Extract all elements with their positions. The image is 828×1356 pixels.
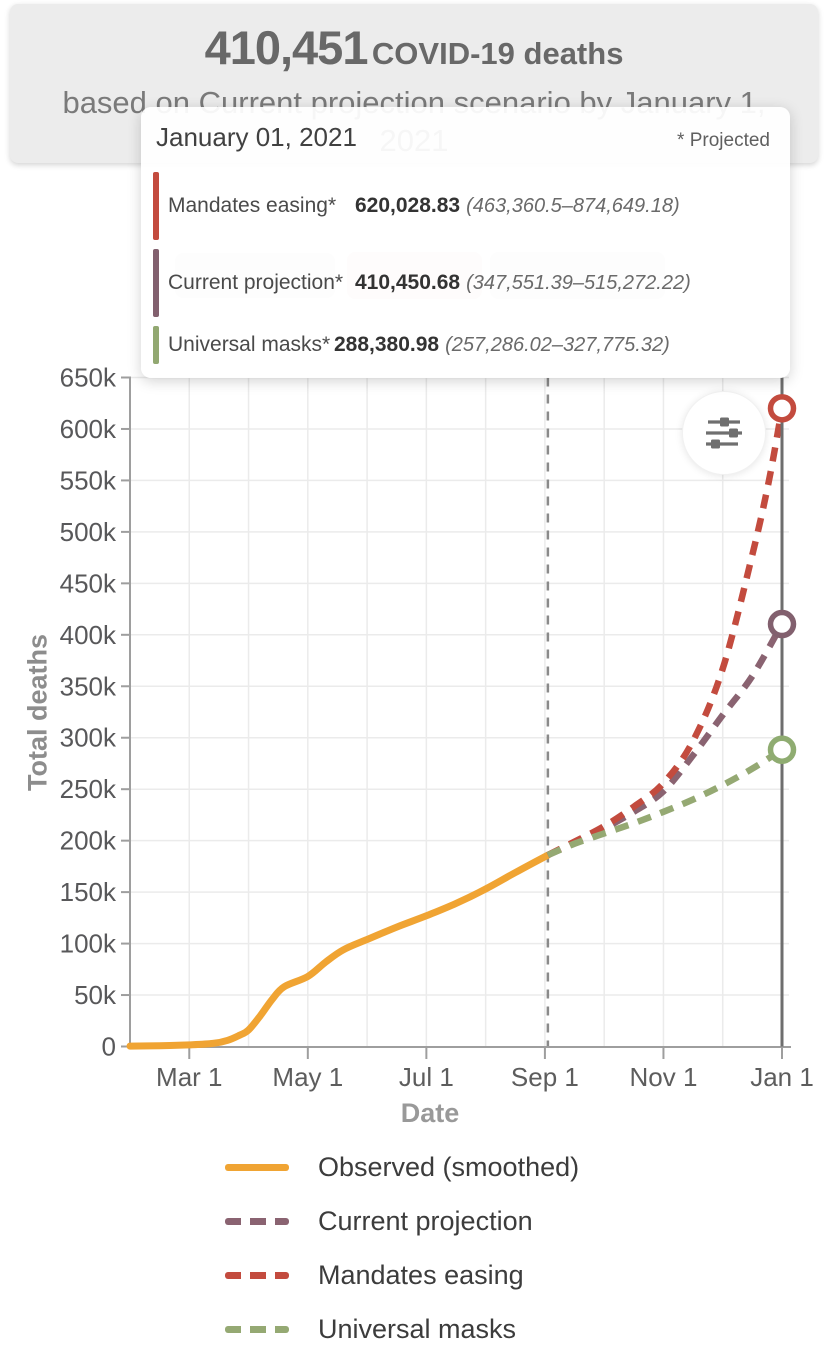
tooltip-row-current-projection: Current projection* 410,450.68 (347,551.… bbox=[153, 249, 770, 317]
legend-label: Observed (smoothed) bbox=[318, 1151, 580, 1182]
legend-label: Current projection bbox=[318, 1205, 533, 1236]
series-value: 620,028.83 bbox=[355, 194, 461, 217]
y-tick-label: 150k bbox=[60, 877, 117, 907]
legend-item-mandates-easing: Mandates easing bbox=[225, 1248, 579, 1302]
y-tick-label: 350k bbox=[60, 671, 117, 701]
legend-label: Mandates easing bbox=[318, 1259, 524, 1290]
y-axis-title: Total deaths bbox=[22, 633, 53, 792]
legend-swatch bbox=[225, 1217, 289, 1225]
series-color-bar bbox=[153, 172, 159, 240]
y-tick-label: 250k bbox=[60, 774, 117, 804]
y-tick-label: 450k bbox=[60, 568, 117, 598]
y-tick-label: 400k bbox=[60, 620, 117, 650]
y-tick-label: 550k bbox=[60, 465, 117, 495]
sliders-icon bbox=[706, 417, 742, 449]
legend-swatch bbox=[225, 1271, 289, 1279]
y-tick-label: 200k bbox=[60, 826, 117, 856]
x-tick-label: Sep 1 bbox=[511, 1062, 579, 1092]
legend-item-observed: Observed (smoothed) bbox=[225, 1140, 579, 1194]
end-marker-mandates-easing bbox=[767, 394, 797, 423]
x-tick-label: May 1 bbox=[272, 1062, 343, 1092]
y-tick-label: 600k bbox=[60, 414, 117, 444]
series-color-bar bbox=[153, 326, 159, 364]
series-line-observed-smoothed- bbox=[126, 851, 552, 1050]
legend-item-universal-masks: Universal masks bbox=[225, 1302, 579, 1356]
series-range: (347,551.39–515,272.22) bbox=[466, 271, 691, 294]
chart-settings-button[interactable] bbox=[682, 391, 766, 475]
y-tick-label: 50k bbox=[74, 980, 117, 1010]
header-title: 410,451 COVID-19 deaths bbox=[10, 20, 818, 75]
y-tick-label: 650k bbox=[60, 363, 117, 393]
series-value: 288,380.98 bbox=[334, 333, 440, 356]
legend-swatch bbox=[225, 1163, 289, 1171]
tooltip-row-mandates-easing: Mandates easing* 620,028.83 (463,360.5–8… bbox=[153, 172, 770, 240]
series-color-bar bbox=[153, 249, 159, 317]
series-range: (463,360.5–874,649.18) bbox=[466, 194, 680, 217]
tooltip-row-universal-masks: Universal masks* 288,380.98 (257,286.02–… bbox=[153, 326, 770, 364]
legend-label: Universal masks bbox=[318, 1313, 517, 1344]
y-tick-label: 500k bbox=[60, 517, 117, 547]
deaths-count: 410,451 bbox=[204, 21, 369, 74]
series-label: Mandates easing* bbox=[168, 194, 337, 218]
tooltip-date: January 01, 2021 bbox=[156, 122, 357, 152]
y-tick-label: 0 bbox=[102, 1032, 116, 1062]
chart-legend: Observed (smoothed) Current projection M… bbox=[225, 1140, 579, 1356]
x-axis-title: Date bbox=[400, 1098, 460, 1128]
end-marker-universal-masks bbox=[767, 735, 797, 764]
chart-tooltip: January 01, 2021 * Projected Mandates ea… bbox=[141, 107, 790, 378]
series-line-mandates-easing bbox=[546, 407, 786, 858]
x-tick-label: Jul 1 bbox=[399, 1062, 454, 1092]
tooltip-projected-note: * Projected bbox=[677, 130, 770, 151]
x-tick-label: Mar 1 bbox=[156, 1062, 222, 1092]
y-tick-label: 100k bbox=[60, 929, 117, 959]
x-tick-label: Nov 1 bbox=[629, 1062, 697, 1092]
legend-item-current-projection: Current projection bbox=[225, 1194, 579, 1248]
series-line-current-projection bbox=[546, 622, 785, 859]
deaths-label: COVID-19 deaths bbox=[371, 36, 624, 71]
end-marker-current-projection bbox=[767, 609, 797, 639]
legend-swatch bbox=[225, 1325, 289, 1333]
x-tick-label: Jan 1 bbox=[750, 1062, 814, 1092]
series-line-universal-masks bbox=[546, 746, 784, 859]
series-value: 410,450.68 bbox=[355, 271, 461, 294]
y-tick-label: 300k bbox=[60, 723, 117, 753]
series-range: (257,286.02–327,775.32) bbox=[445, 333, 670, 356]
series-label: Current projection* bbox=[168, 271, 344, 295]
series-label: Universal masks* bbox=[168, 333, 331, 357]
